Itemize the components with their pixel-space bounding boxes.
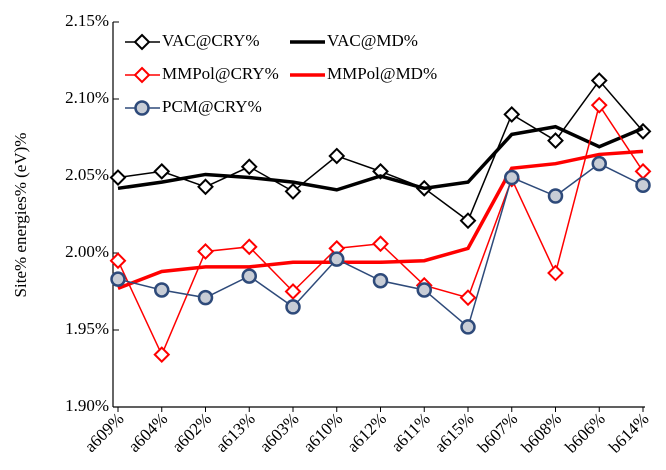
legend-marker [134, 100, 150, 116]
marker [197, 178, 214, 196]
marker [372, 235, 389, 253]
legend-marker [133, 33, 151, 51]
marker [153, 346, 171, 364]
legend-label: MMPol@CRY% [162, 64, 279, 83]
y-tick-label: 2.05% [65, 165, 109, 184]
marker [591, 155, 607, 172]
marker [547, 264, 564, 282]
marker [590, 72, 608, 89]
x-tick-label: b606% [561, 409, 608, 456]
marker [634, 162, 652, 180]
y-tick-label: 2.15% [65, 11, 109, 30]
marker [240, 238, 258, 256]
marker [547, 132, 564, 149]
marker [240, 158, 258, 176]
marker [460, 319, 476, 335]
x-tick-label: a603% [256, 409, 303, 456]
series-line [117, 149, 644, 291]
marker [635, 177, 651, 193]
y-tick-label: 1.90% [65, 396, 109, 415]
x-tick-label: a611% [387, 409, 433, 455]
marker [154, 282, 170, 298]
x-tick-label: a610% [300, 409, 347, 456]
marker [504, 169, 520, 186]
x-tick-label: b607% [474, 409, 521, 456]
legend-marker [133, 66, 151, 84]
marker [547, 188, 564, 204]
marker [109, 169, 127, 186]
legend-label: VAC@MD% [327, 31, 418, 50]
marker [459, 289, 477, 307]
marker [110, 271, 126, 287]
marker [153, 162, 171, 180]
x-tick-label: a604% [125, 409, 172, 456]
marker [328, 147, 346, 165]
x-tick-label: b614% [605, 409, 652, 456]
series-line [117, 103, 644, 357]
marker [372, 272, 389, 289]
y-tick-label: 1.95% [65, 319, 109, 338]
marker [503, 105, 521, 123]
marker [285, 299, 301, 315]
marker [109, 252, 127, 270]
marker [590, 96, 608, 114]
x-tick-label: a602% [168, 409, 215, 456]
marker [329, 251, 345, 267]
marker [197, 289, 214, 306]
legend-label: VAC@CRY% [162, 31, 260, 50]
marker [197, 243, 214, 260]
y-axis-label: Site% energies% (eV)% [11, 133, 30, 298]
series-line [117, 124, 644, 192]
legend-label: MMPol@MD% [327, 64, 437, 83]
x-tick-label: b608% [518, 409, 565, 456]
x-tick-label: a609% [81, 409, 128, 456]
marker [459, 212, 477, 230]
x-tick-label: a615% [431, 409, 478, 456]
y-tick-label: 2.10% [65, 88, 109, 107]
marker [241, 268, 257, 284]
x-tick-label: a613% [212, 409, 259, 456]
legend-label: PCM@CRY% [162, 97, 262, 116]
y-tick-label: 2.00% [65, 242, 109, 261]
marker [284, 283, 302, 300]
marker [372, 162, 389, 180]
x-tick-label: a612% [343, 409, 390, 456]
marker [284, 182, 302, 200]
marker [416, 282, 432, 298]
